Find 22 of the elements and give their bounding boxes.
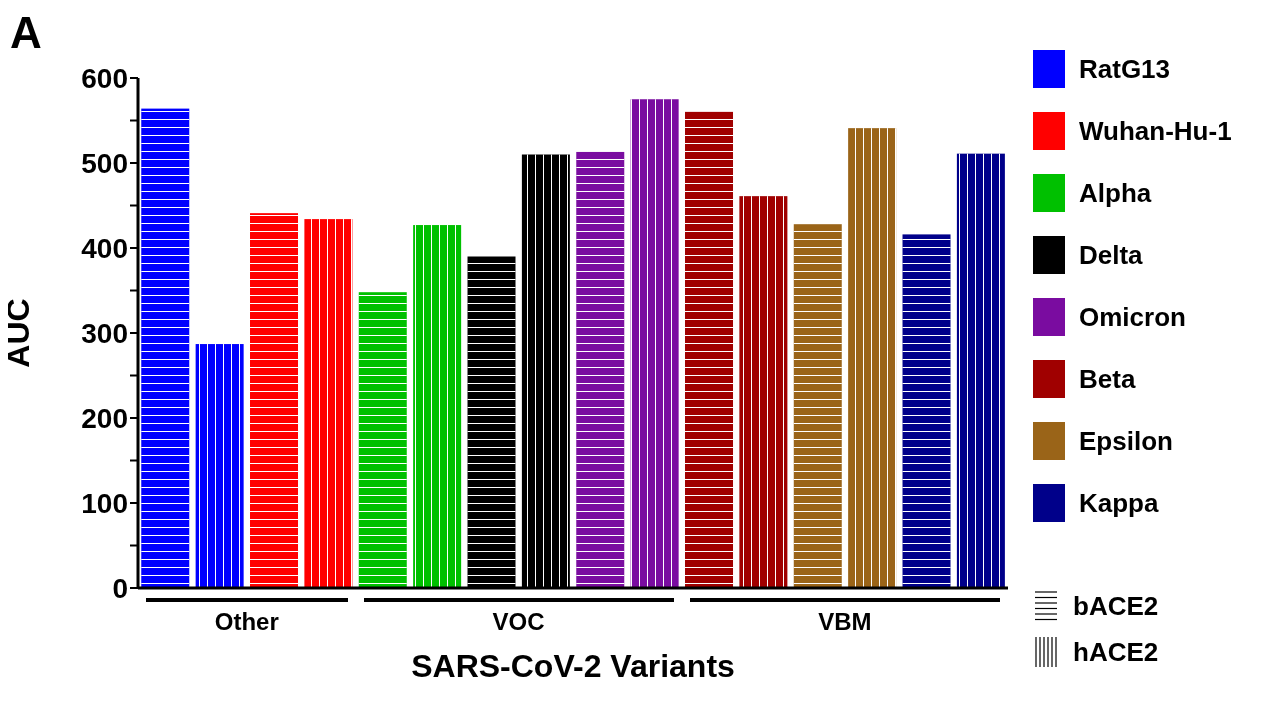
chart-title: A [10, 8, 42, 58]
text: hACE2 [1073, 636, 1159, 668]
y-tick-label: 500 [81, 147, 128, 179]
legend-label: RatG13 [1079, 53, 1171, 85]
y-tick-label: 600 [81, 62, 128, 94]
legend-label: Delta [1079, 239, 1143, 271]
text: VBM [817, 608, 873, 636]
y-tick-label: 200 [81, 402, 128, 434]
legend-label: Kappa [1079, 487, 1159, 519]
text: Other [213, 608, 280, 636]
y-tick-label: 400 [81, 232, 128, 264]
legend-label: Epsilon [1079, 425, 1173, 457]
y-tick-label: 300 [81, 317, 128, 349]
legend-label: Wuhan-Hu-1 [1079, 115, 1232, 147]
legend-label: Beta [1079, 363, 1136, 395]
y-tick-label: 100 [81, 487, 128, 519]
text: bACE2 [1073, 590, 1159, 622]
legend-label: Alpha [1079, 177, 1152, 209]
x-axis-title: SARS-CoV-2 Variants [410, 648, 736, 685]
y-tick-label: 0 [112, 572, 128, 604]
text: VOC [491, 608, 546, 636]
legend-label: Omicron [1079, 301, 1186, 333]
